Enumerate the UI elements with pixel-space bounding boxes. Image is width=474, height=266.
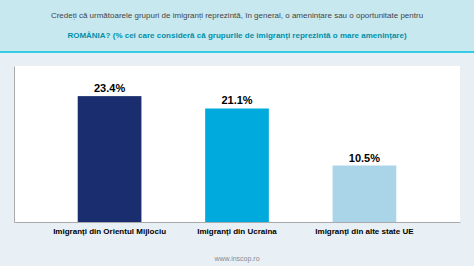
data-label: 23.4% [94, 82, 125, 94]
x-tick: Imigranți din Ucraina [197, 222, 277, 236]
y-axis [14, 67, 15, 223]
x-tick-label: Imigranți din Orientul Mijlociu [53, 227, 166, 236]
x-axis: Imigranți din Orientul Mijlociu Imigranți… [15, 222, 461, 236]
data-labels: 23.4% 21.1% 10.5% [94, 82, 380, 163]
subtitle: ROMÂNIA? (% cei care consideră că grupur… [67, 31, 407, 40]
title: Credeți că următoarele grupuri de imigra… [51, 11, 423, 20]
x-axis-line [15, 222, 461, 223]
chart: Credeți că următoarele grupuri de imigra… [0, 0, 474, 266]
footer: www.inscop.ro [213, 255, 259, 263]
bars [78, 96, 397, 222]
bar [78, 96, 142, 222]
x-tick-label: Imigranți din Ucraina [197, 227, 277, 236]
title-background [0, 0, 474, 52]
bar [205, 108, 269, 222]
x-tick-label: Imigranți din alte state UE [315, 227, 414, 236]
bar [333, 166, 397, 222]
data-label: 10.5% [349, 152, 380, 164]
x-tick: Imigranți din alte state UE [315, 222, 414, 236]
x-tick: Imigranți din Orientul Mijlociu [53, 222, 166, 236]
separator [0, 51, 474, 53]
data-label: 21.1% [221, 94, 252, 106]
plot: Imigranți din Orientul Mijlociu Imigranți… [14, 66, 461, 236]
y-axis-line [14, 67, 15, 223]
plot-background [14, 66, 460, 222]
